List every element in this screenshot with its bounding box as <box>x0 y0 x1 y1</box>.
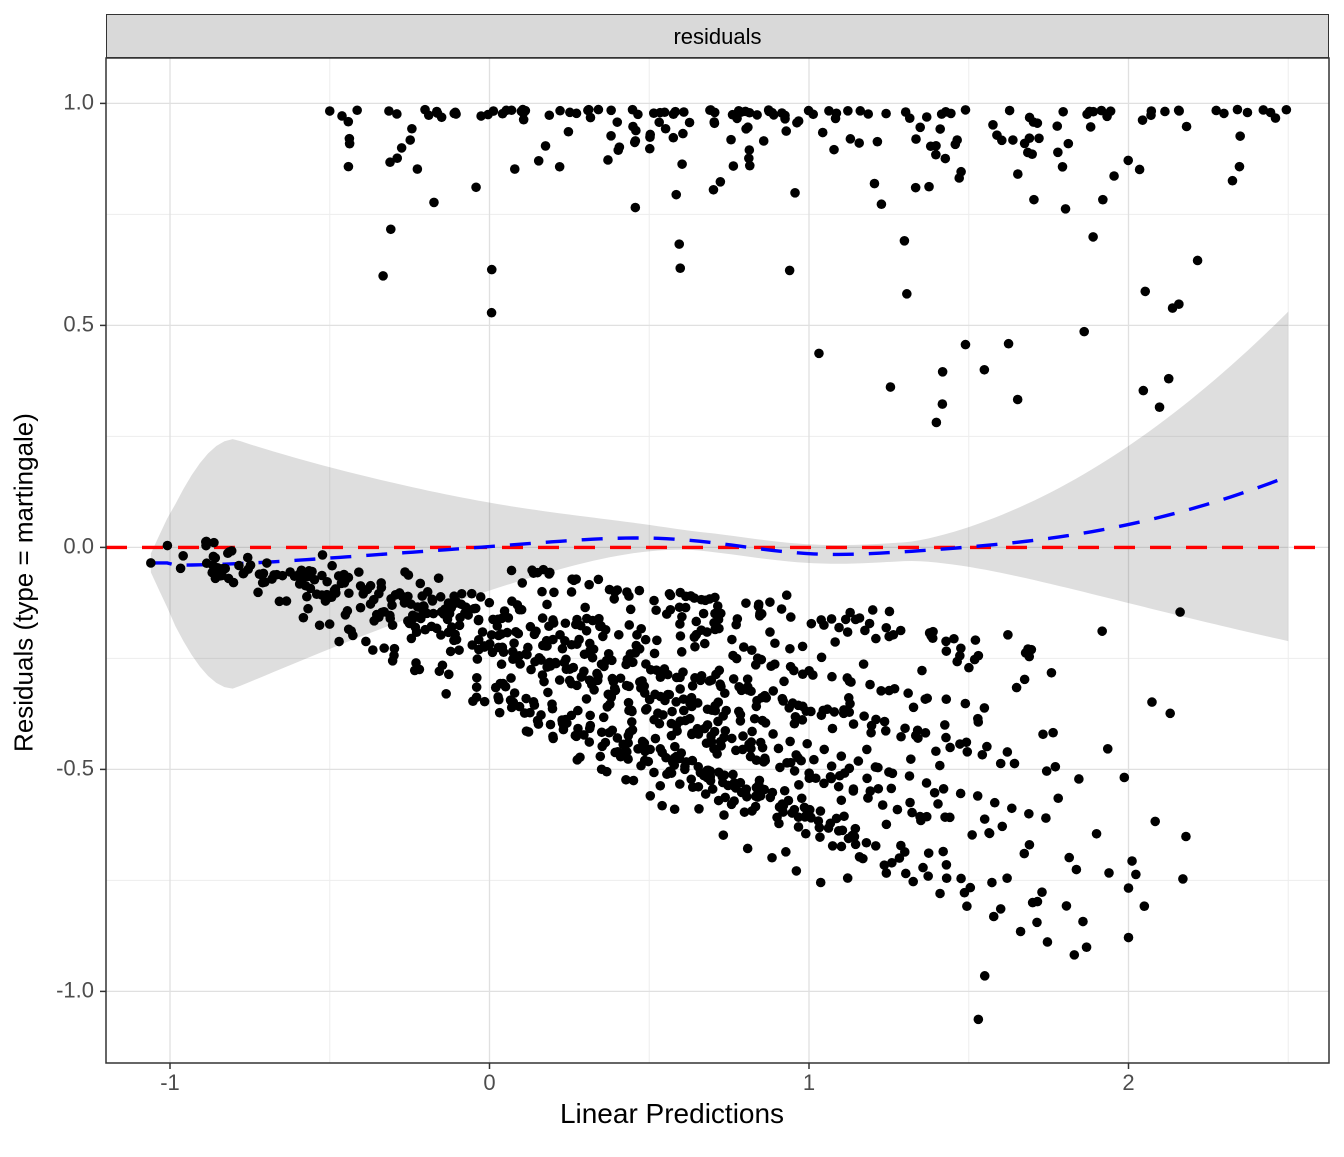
svg-text:-0.5: -0.5 <box>56 755 94 780</box>
svg-text:-1: -1 <box>160 1070 180 1095</box>
svg-text:1: 1 <box>803 1070 815 1095</box>
svg-text:0.0: 0.0 <box>63 533 94 558</box>
svg-text:1.0: 1.0 <box>63 89 94 114</box>
svg-text:2: 2 <box>1122 1070 1134 1095</box>
svg-text:-1.0: -1.0 <box>56 977 94 1002</box>
svg-text:0: 0 <box>483 1070 495 1095</box>
svg-text:0.5: 0.5 <box>63 311 94 336</box>
